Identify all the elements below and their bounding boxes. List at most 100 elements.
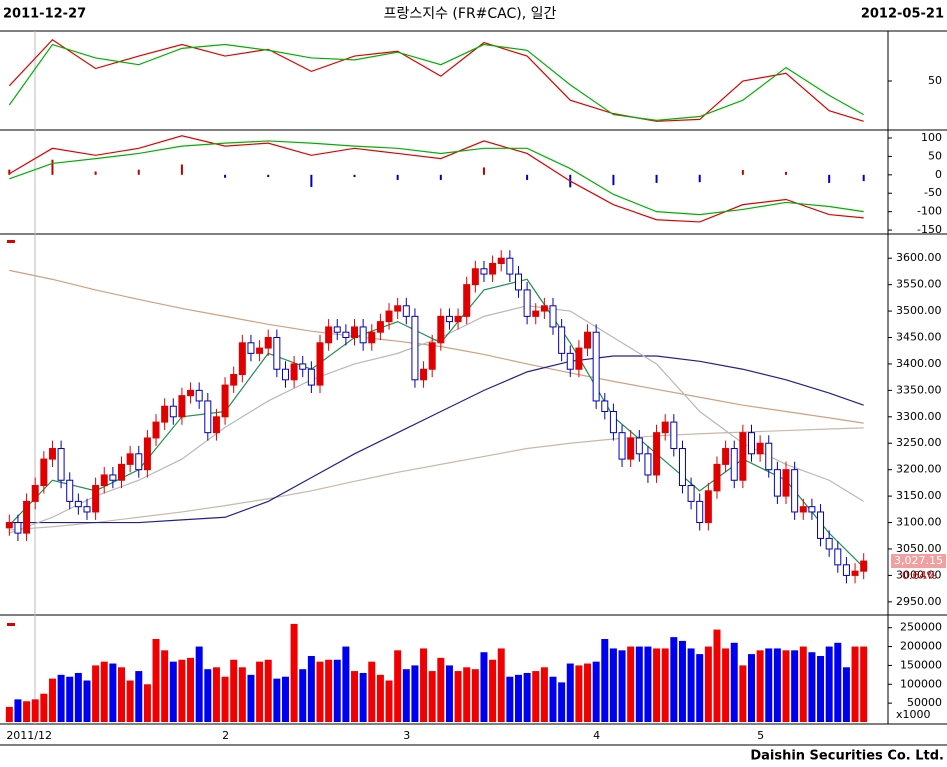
candle-body xyxy=(256,347,264,354)
candle-body xyxy=(747,432,755,455)
candle-body xyxy=(402,305,410,317)
volume-bar xyxy=(437,657,445,722)
volume-bar xyxy=(687,648,695,722)
y-tick-label: 3000.00 xyxy=(896,568,942,581)
candle-body xyxy=(687,485,695,502)
candle-body xyxy=(817,511,825,539)
candle-body xyxy=(627,437,635,460)
y-tick-label: 50 xyxy=(928,149,942,162)
candle-body xyxy=(791,469,799,513)
volume-bar xyxy=(411,665,419,722)
volume-bar xyxy=(584,663,592,722)
candle-body xyxy=(842,564,850,576)
volume-bar xyxy=(14,699,22,722)
candle-body xyxy=(23,500,31,534)
candle-body xyxy=(860,560,868,572)
y-tick-label: -100 xyxy=(917,205,942,218)
y-tick-label: 3050.00 xyxy=(896,542,942,555)
candle-body xyxy=(376,321,384,333)
candle-body xyxy=(454,315,462,323)
volume-bar xyxy=(23,701,31,722)
candle-body xyxy=(644,453,652,476)
oscillator-bar xyxy=(482,167,485,175)
x-tick-label: 2 xyxy=(222,729,229,742)
y-tick-label: 3100.00 xyxy=(896,516,942,529)
x-tick-label: 4 xyxy=(593,729,600,742)
candle-body xyxy=(713,463,721,492)
last-price-box xyxy=(891,554,946,569)
candle-body xyxy=(342,331,350,339)
volume-bar xyxy=(273,678,281,722)
oscillator-bar xyxy=(612,174,615,186)
volume-bar xyxy=(428,671,436,722)
candle-body xyxy=(549,305,557,328)
volume-bar xyxy=(834,642,842,722)
y-tick-label: 100000 xyxy=(900,677,942,690)
candle-body xyxy=(463,284,471,317)
candle-body xyxy=(514,273,522,291)
candle-body xyxy=(489,262,497,275)
volume-bar xyxy=(66,676,74,722)
volume-bar xyxy=(730,642,738,722)
candle-body xyxy=(756,442,764,455)
volume-bar xyxy=(592,661,600,722)
candle-body xyxy=(799,506,807,513)
volume-bar xyxy=(842,667,850,722)
candle-body xyxy=(445,315,453,323)
volume-bar xyxy=(454,671,462,722)
volume-bar xyxy=(696,654,704,722)
candle-body xyxy=(109,474,117,481)
y-tick-label: 3450.00 xyxy=(896,331,942,344)
volume-bar xyxy=(195,646,203,722)
volume-bar xyxy=(860,646,868,722)
candle-body xyxy=(532,310,540,317)
end-date: 2012-05-21 xyxy=(861,7,944,22)
volume-bar xyxy=(100,661,108,722)
candle-body xyxy=(307,368,315,386)
volume-bar xyxy=(74,672,82,722)
candle-body xyxy=(281,368,289,381)
candle-body xyxy=(118,463,126,481)
indicator-line xyxy=(8,43,864,121)
start-date: 2011-12-27 xyxy=(3,7,86,22)
y-tick-label: -50 xyxy=(924,186,942,199)
candle-body xyxy=(808,506,816,513)
candle-body xyxy=(152,421,160,439)
volume-bar xyxy=(247,674,255,722)
indicator-line xyxy=(9,269,864,424)
candle-body xyxy=(739,432,747,481)
volume-bar xyxy=(161,650,169,722)
candle-body xyxy=(540,305,548,312)
volume-bar xyxy=(782,650,790,722)
x-tick-label: 5 xyxy=(757,729,764,742)
candle-body xyxy=(696,500,704,524)
candle-body xyxy=(316,342,324,386)
oscillator-bar xyxy=(137,169,140,175)
volume-bar xyxy=(48,678,56,722)
oscillator-bar xyxy=(267,174,270,178)
candle-body xyxy=(609,411,617,434)
candle-body xyxy=(143,437,151,471)
volume-bar xyxy=(169,661,177,722)
candle-body xyxy=(221,384,229,418)
volume-bar xyxy=(627,646,635,722)
volume-bar xyxy=(204,669,212,722)
candle-body xyxy=(273,337,281,370)
volume-bar xyxy=(851,646,859,722)
candle-body xyxy=(325,326,333,344)
candle-body xyxy=(368,331,376,344)
volume-bar xyxy=(523,672,531,722)
candle-body xyxy=(471,268,479,286)
candle-body xyxy=(351,326,359,339)
candle-body xyxy=(92,485,100,513)
volume-bar xyxy=(264,659,272,722)
candle-body xyxy=(782,469,790,497)
candle-body xyxy=(566,352,574,370)
volume-bar xyxy=(212,667,220,722)
volume-bar xyxy=(109,663,117,722)
oscillator-bar xyxy=(396,174,399,180)
candle-body xyxy=(618,432,626,460)
volume-bar xyxy=(635,646,643,722)
volume-bar xyxy=(31,699,39,722)
